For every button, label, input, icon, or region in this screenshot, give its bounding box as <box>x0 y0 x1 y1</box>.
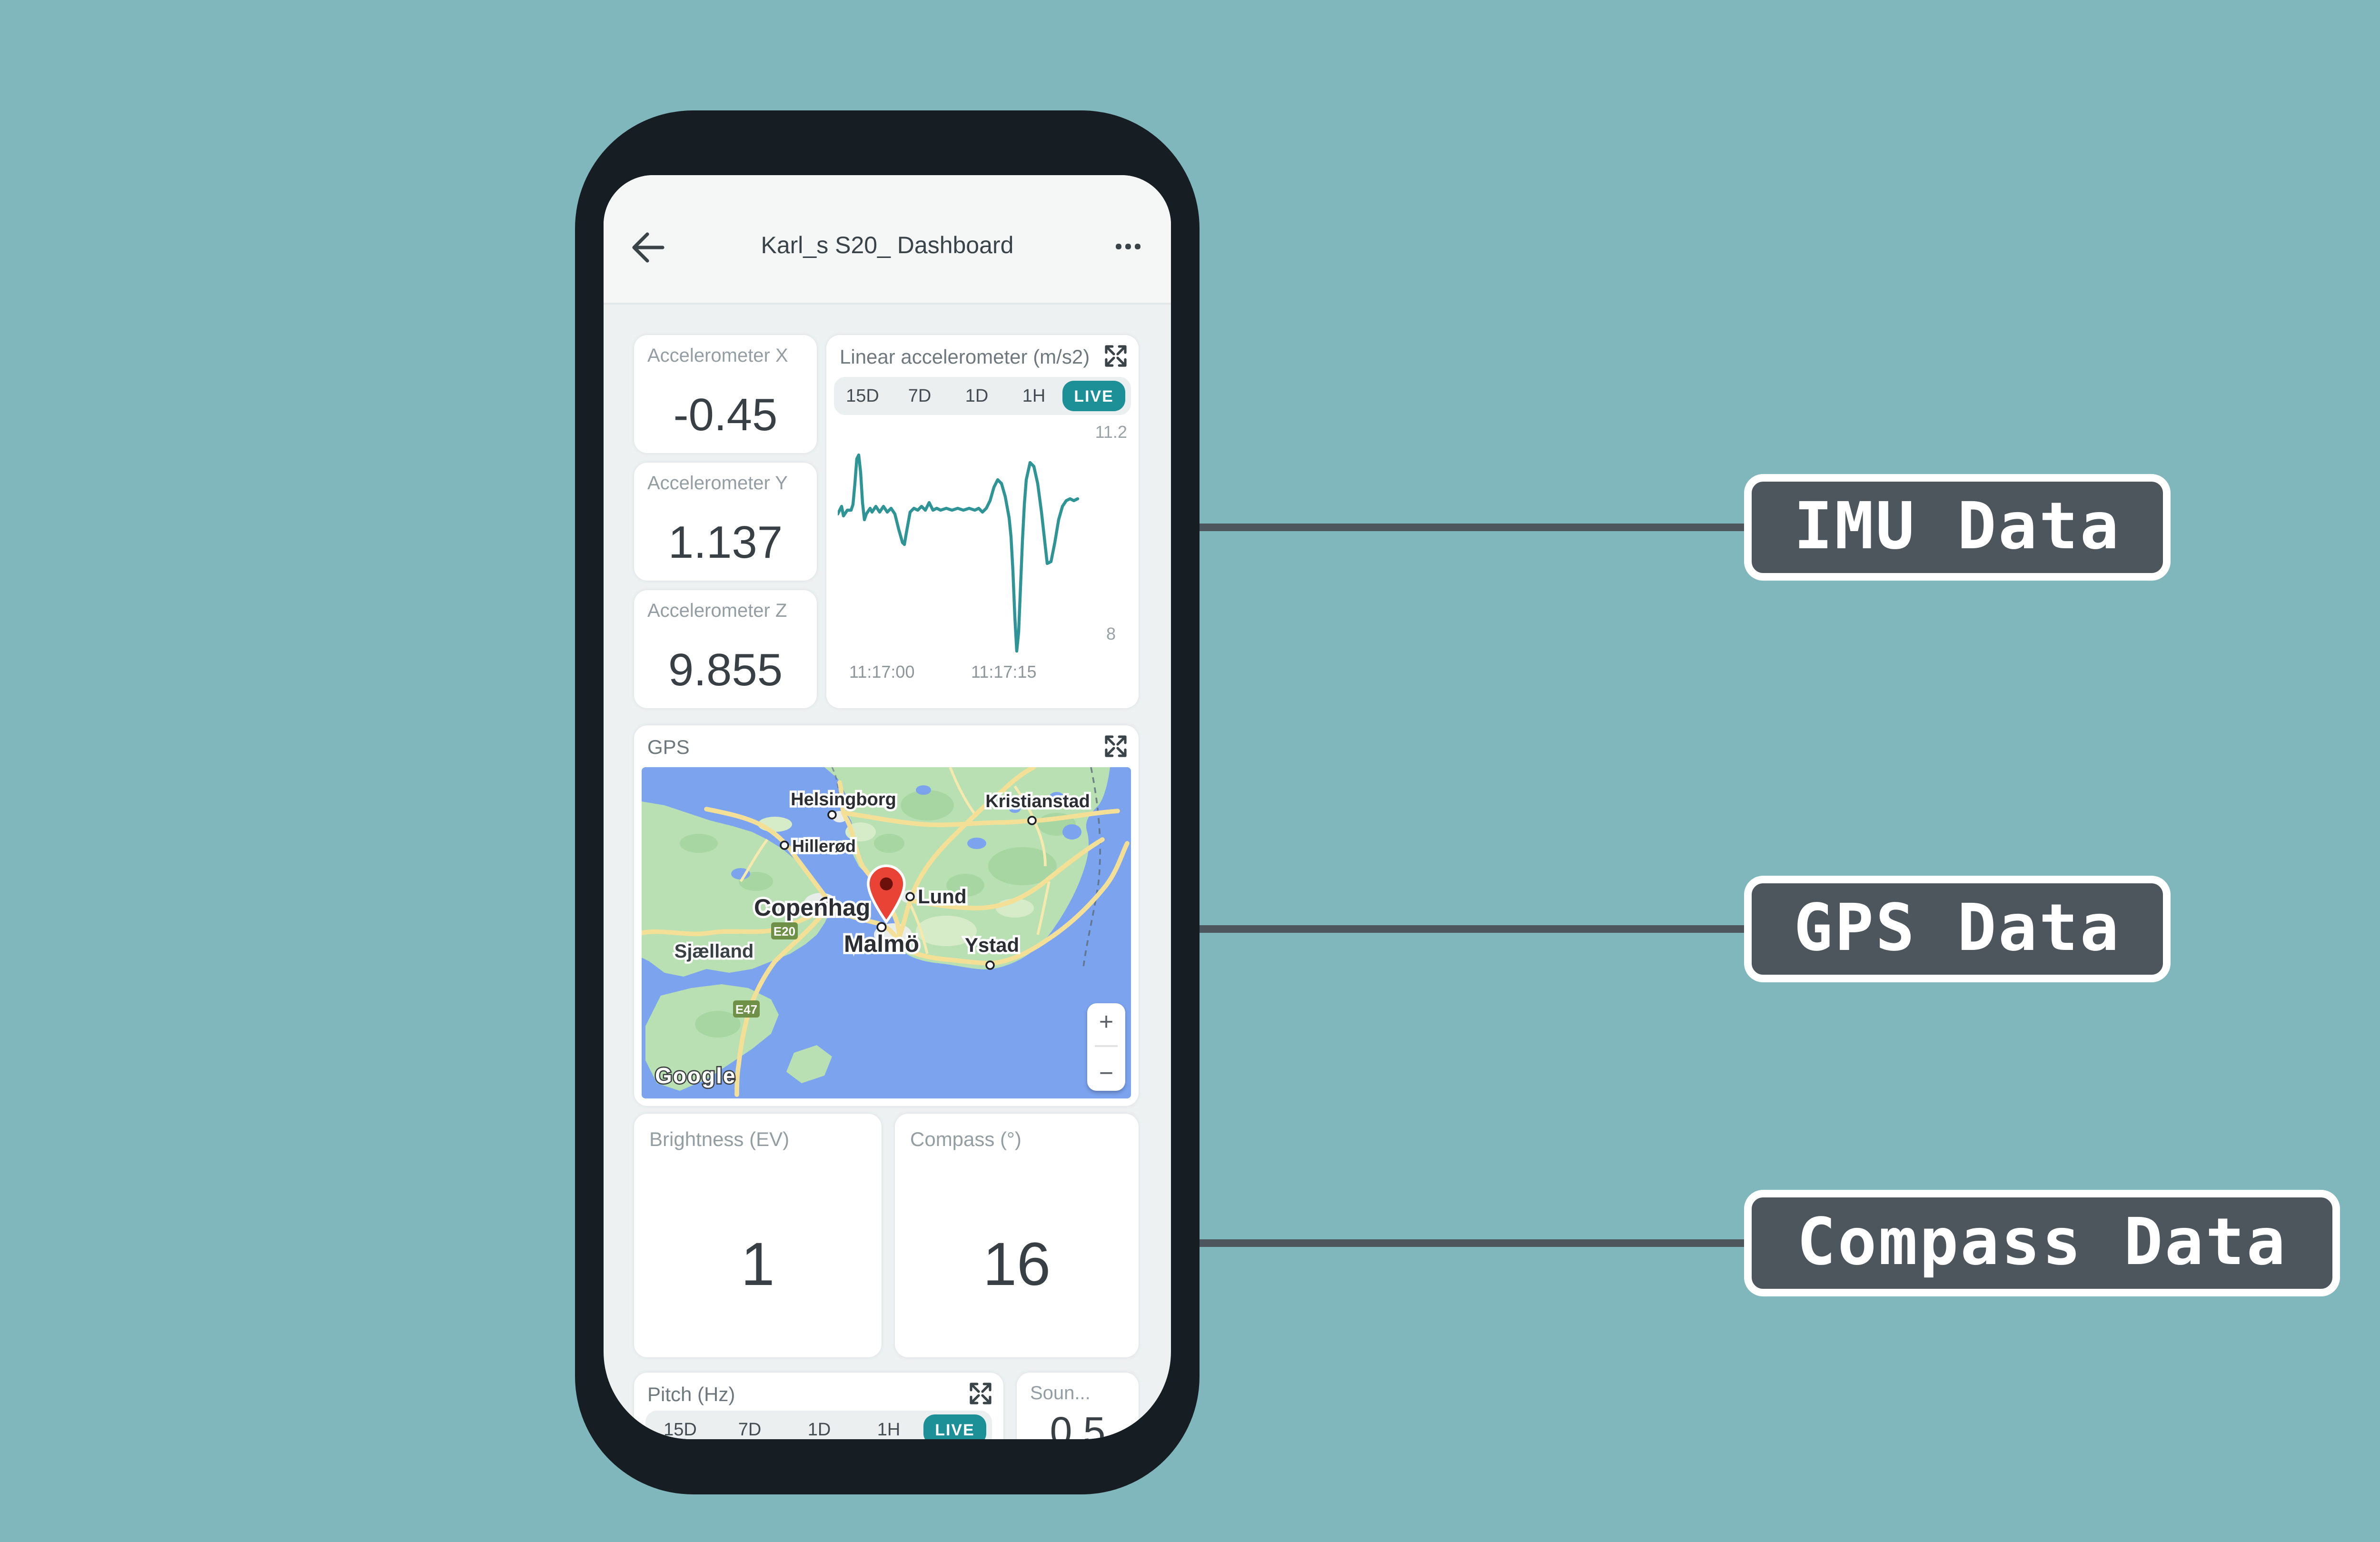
map-label-sjaelland: Sjælland <box>674 941 754 962</box>
map-label-ystad: Ystad <box>965 934 1019 956</box>
malmo-dot <box>876 922 887 932</box>
tile-label: Accelerometer Y <box>647 474 788 495</box>
tab-15d[interactable]: 15D <box>664 1419 697 1439</box>
tab-1d[interactable]: 1D <box>965 386 989 406</box>
tab-1d[interactable]: 1D <box>807 1419 831 1439</box>
tile-label: Accelerometer Z <box>647 602 787 623</box>
sound-value: 0.5 <box>1050 1411 1106 1439</box>
road-badge-e20: E20 <box>771 922 798 939</box>
zoom-in-button[interactable]: + <box>1099 1007 1114 1036</box>
x-tick-1: 11:17:00 <box>849 662 915 682</box>
tile-value: 1.137 <box>668 518 783 569</box>
callout-label: Compass Data <box>1796 1205 2288 1281</box>
map-label-hillerod: Hillerød <box>792 836 856 856</box>
tile-label: Accelerometer X <box>647 346 788 367</box>
tab-7d[interactable]: 7D <box>908 386 932 406</box>
tab-15d[interactable]: 15D <box>846 386 879 406</box>
accelerometer-line-chart <box>838 453 1080 653</box>
map-label-copenhagen: Copenhag <box>754 894 870 921</box>
google-map[interactable]: Helsingborg Kristianstad Hillerød Copenh… <box>642 767 1131 1098</box>
gps-connector-line <box>1161 925 1755 933</box>
map-canvas: Helsingborg Kristianstad Hillerød Copenh… <box>642 767 1131 1098</box>
tile-value: -0.45 <box>673 390 778 442</box>
tile-value: 9.855 <box>668 645 783 697</box>
app-header: Karl_s S20_ Dashboard <box>604 175 1171 305</box>
callout-imu-data: IMU Data <box>1744 474 2171 581</box>
map-label-kristianstad: Kristianstad <box>985 791 1090 811</box>
map-label-helsingborg: Helsingborg <box>791 790 896 810</box>
gps-card: GPS <box>634 725 1139 1106</box>
y-axis-max: 11.2 <box>1095 423 1127 442</box>
kristianstad-dot <box>1027 816 1037 825</box>
svg-text:E20: E20 <box>774 924 795 939</box>
time-range-tabs: 15D 7D 1D 1H LIVE <box>834 377 1131 415</box>
tab-1h[interactable]: 1H <box>877 1419 901 1439</box>
page-title: Karl_s S20_ Dashboard <box>761 232 1014 259</box>
map-label-lund: Lund <box>918 885 967 908</box>
phone-mockup: Karl_s S20_ Dashboard Accelerometer X -0… <box>575 110 1200 1494</box>
accel-line-path <box>838 453 1080 653</box>
more-menu-icon[interactable] <box>1116 244 1140 249</box>
tab-live[interactable]: LIVE <box>1062 381 1125 411</box>
imu-connector-line <box>1161 524 1755 531</box>
pitch-title: Pitch (Hz) <box>647 1384 735 1407</box>
meter-value: 16 <box>982 1229 1051 1297</box>
tile-accelerometer-y: Accelerometer Y 1.137 <box>634 463 817 581</box>
zoom-out-button[interactable]: − <box>1099 1058 1114 1087</box>
expand-icon[interactable] <box>969 1382 992 1405</box>
callout-gps-data: GPS Data <box>1744 876 2171 982</box>
sound-label: Soun... <box>1030 1384 1091 1405</box>
linear-accelerometer-card: Linear accelerometer (m/s2) 15D 7D 1D 1H… <box>826 335 1139 708</box>
back-icon[interactable] <box>630 232 664 263</box>
expand-icon[interactable] <box>1104 735 1127 758</box>
tile-accelerometer-z: Accelerometer Z 9.855 <box>634 590 817 708</box>
map-label-malmo: Malmö <box>844 930 919 957</box>
gps-title: GPS <box>647 737 690 760</box>
chart-title: Linear accelerometer (m/s2) <box>840 346 1090 369</box>
helsingborg-dot <box>827 810 837 820</box>
callout-label: GPS Data <box>1794 891 2121 967</box>
brightness-card: Brightness (EV) 1 <box>634 1114 882 1357</box>
compass-connector-line <box>1161 1239 1755 1247</box>
meter-label: Brightness (EV) <box>649 1129 790 1152</box>
hillerod-dot <box>780 840 789 850</box>
meter-value: 1 <box>741 1229 775 1297</box>
pitch-card: Pitch (Hz) 15D 7D 1D 1H LIVE <box>634 1373 1003 1439</box>
lund-dot <box>905 892 915 901</box>
y-axis-min: 8 <box>1106 624 1116 643</box>
phone-screen: Karl_s S20_ Dashboard Accelerometer X -0… <box>604 175 1171 1439</box>
sound-card: Soun... 0.5 <box>1017 1373 1139 1439</box>
ystad-dot <box>985 960 995 970</box>
x-tick-2: 11:17:15 <box>971 662 1037 682</box>
compass-card: Compass (°) 16 <box>895 1114 1139 1357</box>
map-zoom-control: + − <box>1087 1003 1125 1091</box>
location-pin-icon <box>867 864 906 924</box>
tab-7d[interactable]: 7D <box>738 1419 762 1439</box>
time-range-tabs: 15D 7D 1D 1H LIVE <box>645 1411 992 1439</box>
google-logo: Google <box>655 1063 736 1088</box>
tile-accelerometer-x: Accelerometer X -0.45 <box>634 335 817 453</box>
callout-label: IMU Data <box>1794 489 2121 565</box>
expand-icon[interactable] <box>1104 345 1127 367</box>
road-badge-e47: E47 <box>733 1000 760 1018</box>
tab-live[interactable]: LIVE <box>923 1414 986 1439</box>
svg-text:E47: E47 <box>735 1002 757 1017</box>
tab-1h[interactable]: 1H <box>1022 386 1046 406</box>
meter-label: Compass (°) <box>910 1129 1021 1152</box>
callout-compass-data: Compass Data <box>1744 1190 2340 1296</box>
